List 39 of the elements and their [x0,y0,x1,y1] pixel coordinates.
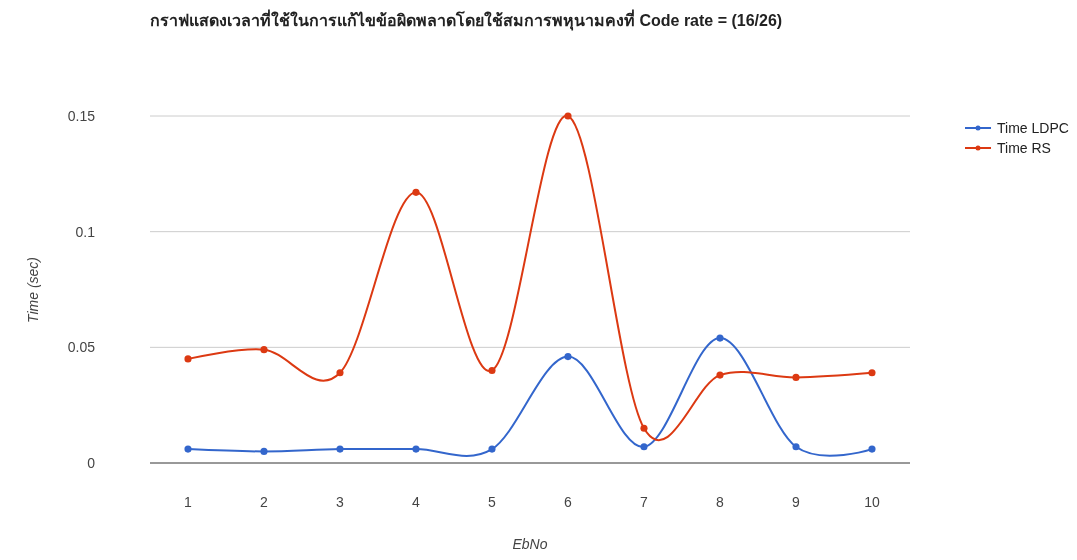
x-tick-label: 3 [336,494,345,510]
point [184,445,192,453]
x-tick-label: 4 [412,494,421,510]
x-tick-label: 6 [564,494,573,510]
point [412,445,420,453]
point [412,188,420,196]
point [564,353,572,361]
y-tick-label: 0 [87,455,96,471]
legend-label: Time LDPC [997,120,1069,136]
point [716,334,724,342]
x-tick-label: 10 [864,494,880,510]
point [488,366,496,375]
point [564,112,572,120]
point [868,369,876,377]
point [488,445,496,453]
point [260,447,268,455]
chart-title: กราฟแสดงเวลาที่ใช้ในการแก้ไขข้อผิดพลาดโดยใช้สมการพหุนามคงที่ Code rate = (16/26) [150,9,783,31]
x-axis-title: EbNo [512,536,548,552]
y-axis-title: Time (sec) [25,257,41,323]
point [792,443,800,451]
point [716,371,724,379]
point [792,373,800,381]
point [640,443,648,451]
y-tick-label: 0.1 [75,223,96,240]
x-tick-label: 9 [792,494,801,510]
x-tick-label: 2 [260,494,269,510]
x-tick-label: 1 [184,494,193,510]
x-tick-label: 5 [488,494,497,510]
point [336,445,344,453]
x-tick-label: 8 [716,494,725,510]
point [868,445,876,453]
y-tick-label: 0.05 [67,339,96,356]
x-tick-label: 7 [640,494,649,510]
y-tick-label: 0.15 [67,108,96,124]
legend-label: Time RS [997,140,1051,156]
point [184,355,192,363]
point [260,346,268,354]
point [336,369,344,377]
point [640,424,648,432]
